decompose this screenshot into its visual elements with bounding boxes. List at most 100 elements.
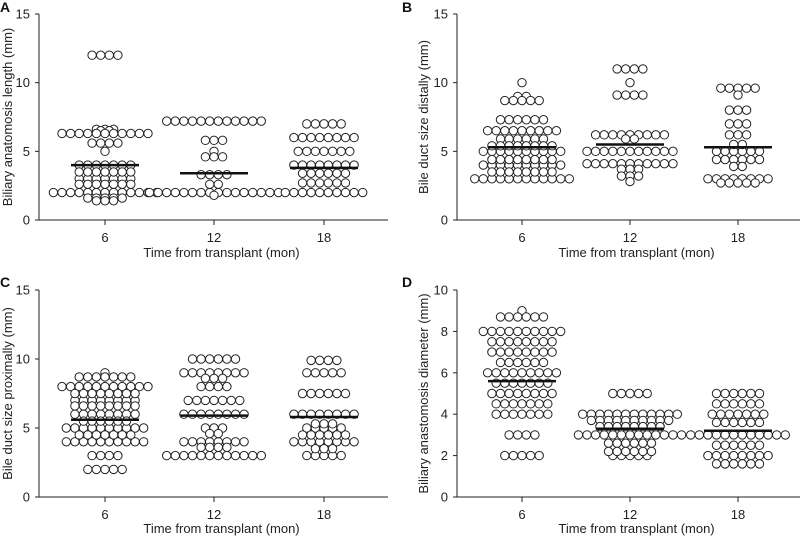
- data-point: [633, 171, 644, 181]
- data-point: [83, 193, 93, 203]
- data-point: [599, 158, 609, 169]
- data-point: [642, 130, 652, 140]
- data-point: [737, 440, 747, 450]
- data-point: [733, 105, 743, 115]
- data-point: [315, 168, 325, 179]
- data-point: [530, 154, 540, 165]
- data-point: [336, 423, 346, 433]
- data-point: [230, 450, 241, 461]
- data-point: [487, 347, 497, 357]
- data-point: [491, 399, 501, 409]
- data-point: [590, 430, 601, 440]
- data-point: [256, 450, 266, 461]
- data-point: [668, 158, 678, 169]
- y-tick-label: 5: [23, 421, 30, 436]
- data-point: [754, 459, 765, 469]
- data-point: [74, 430, 84, 440]
- data-point: [70, 409, 80, 419]
- data-point: [746, 440, 756, 450]
- data-point: [508, 409, 519, 419]
- data-point: [495, 167, 506, 177]
- data-point: [491, 126, 501, 136]
- data-point: [306, 388, 316, 399]
- data-point: [239, 187, 249, 198]
- data-point: [187, 116, 198, 126]
- data-point: [205, 116, 215, 126]
- data-point: [720, 440, 730, 450]
- data-point: [599, 146, 609, 157]
- data-point: [521, 357, 531, 368]
- data-point: [256, 116, 266, 126]
- data-point: [672, 409, 682, 419]
- data-point: [517, 450, 527, 461]
- data-point: [302, 119, 312, 129]
- x-tick-label: 6: [518, 507, 525, 522]
- data-point: [205, 450, 215, 461]
- data-point: [83, 179, 93, 189]
- data-point: [200, 152, 211, 162]
- data-point: [733, 90, 743, 100]
- data-point: [196, 169, 206, 180]
- data-point: [162, 116, 172, 126]
- x-tick-label: 12: [207, 230, 221, 245]
- panel-a: A 0 5 10 15 6 12 18 Time from transplant (mon) B…: [0, 0, 388, 260]
- data-point: [239, 409, 249, 419]
- data-point: [100, 128, 110, 139]
- data-point: [104, 450, 115, 461]
- data-point: [209, 373, 219, 384]
- data-point: [720, 154, 730, 165]
- data-point: [621, 446, 631, 457]
- data-point: [289, 187, 299, 198]
- data-point: [538, 312, 549, 322]
- data-point: [117, 128, 127, 139]
- data-point: [668, 430, 678, 440]
- data-point: [495, 326, 506, 337]
- data-point: [590, 146, 601, 157]
- data-point: [711, 459, 722, 469]
- data-point: [196, 381, 206, 392]
- data-point: [724, 178, 735, 188]
- data-point: [487, 337, 497, 347]
- data-point: [230, 409, 241, 419]
- data-point: [724, 105, 735, 115]
- data-point: [217, 395, 228, 406]
- data-point: [487, 326, 497, 337]
- data-point: [74, 128, 84, 139]
- data-point: [504, 347, 514, 357]
- data-point: [612, 438, 622, 448]
- data-point: [297, 132, 308, 143]
- data-point: [91, 196, 102, 206]
- data-point: [495, 312, 506, 322]
- data-point: [297, 168, 308, 179]
- data-point: [651, 130, 661, 140]
- data-point: [500, 95, 510, 106]
- data-point: [170, 450, 181, 461]
- data-point: [217, 135, 228, 146]
- panel-c: C 0 5 10 15 6 12 18 Time from transplant (mon) B…: [0, 274, 388, 536]
- data-point: [315, 178, 325, 188]
- data-point: [551, 126, 562, 136]
- data-point: [143, 128, 153, 139]
- data-point: [716, 83, 726, 93]
- data-point: [530, 141, 540, 151]
- data-point: [746, 417, 756, 428]
- data-point: [213, 381, 224, 392]
- panel-c-x-axis-title: Time from transplant (mon): [143, 521, 299, 536]
- data-point: [720, 450, 730, 461]
- data-point: [508, 95, 519, 106]
- data-point: [586, 415, 596, 426]
- data-point: [711, 417, 722, 428]
- data-point: [117, 464, 127, 475]
- data-point: [629, 446, 639, 457]
- data-point: [113, 138, 123, 148]
- data-point: [754, 440, 765, 450]
- data-point: [534, 95, 544, 106]
- data-point: [280, 187, 290, 198]
- data-point: [179, 116, 189, 126]
- x-tick-label: 6: [101, 507, 108, 522]
- data-point: [104, 138, 115, 148]
- data-point: [113, 388, 123, 399]
- data-point: [754, 388, 765, 399]
- data-point: [213, 409, 224, 419]
- data-point: [564, 174, 574, 184]
